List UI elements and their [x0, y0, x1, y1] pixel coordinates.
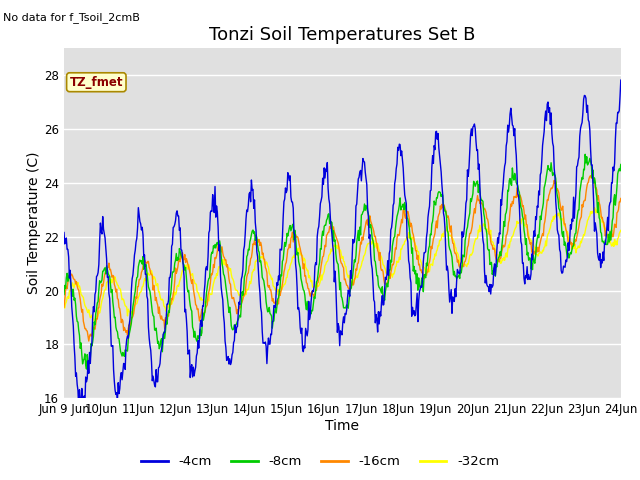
- X-axis label: Time: Time: [325, 419, 360, 433]
- Text: No data for f_Tsoil_2cmB: No data for f_Tsoil_2cmB: [3, 12, 140, 23]
- Text: TZ_fmet: TZ_fmet: [70, 76, 123, 89]
- Y-axis label: Soil Temperature (C): Soil Temperature (C): [28, 152, 42, 294]
- Title: Tonzi Soil Temperatures Set B: Tonzi Soil Temperatures Set B: [209, 25, 476, 44]
- Legend: -4cm, -8cm, -16cm, -32cm: -4cm, -8cm, -16cm, -32cm: [136, 450, 504, 473]
